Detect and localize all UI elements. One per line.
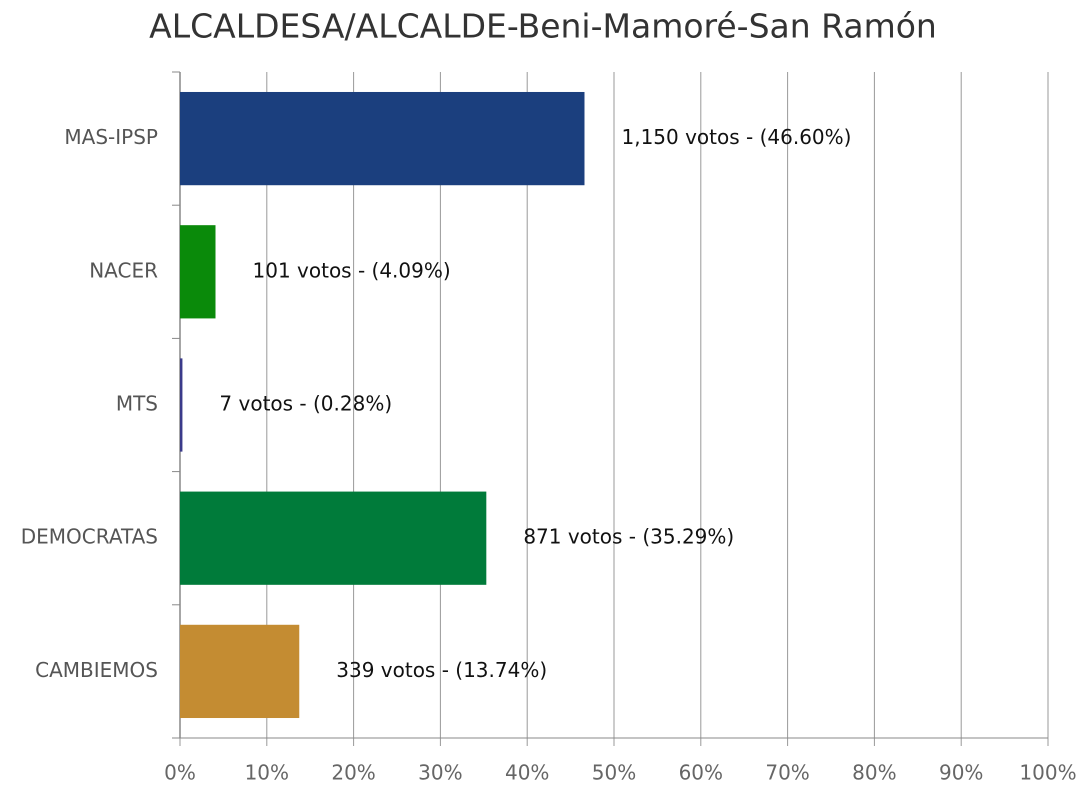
y-tick-label: MTS — [116, 392, 158, 416]
y-tick-label: NACER — [89, 258, 158, 282]
value-label: 7 votos - (0.28%) — [219, 392, 392, 416]
bar — [180, 624, 300, 719]
chart-title: ALCALDESA/ALCALDE-Beni-Mamoré-San Ramón — [149, 7, 937, 46]
x-tick-label: 10% — [245, 761, 289, 785]
x-tick-label: 50% — [592, 761, 636, 785]
value-label: 871 votos - (35.29%) — [523, 525, 734, 549]
y-tick-label: CAMBIEMOS — [35, 658, 158, 682]
bar — [180, 91, 585, 186]
x-tick-label: 90% — [939, 761, 983, 785]
value-label: 101 votos - (4.09%) — [253, 258, 451, 282]
y-tick-label: DEMOCRATAS — [21, 525, 158, 549]
x-tick-label: 30% — [418, 761, 462, 785]
x-tick-label: 0% — [164, 761, 196, 785]
bar — [180, 358, 183, 452]
x-tick-label: 40% — [505, 761, 549, 785]
x-tick-label: 80% — [852, 761, 896, 785]
value-label: 339 votos - (13.74%) — [336, 658, 547, 682]
x-tick-label: 60% — [679, 761, 723, 785]
bar — [180, 491, 487, 585]
value-label: 1,150 votos - (46.60%) — [621, 125, 851, 149]
x-tick-label: 70% — [765, 761, 809, 785]
x-tick-label: 20% — [331, 761, 375, 785]
x-tick-label: 100% — [1019, 761, 1076, 785]
bar — [180, 225, 216, 319]
y-tick-label: MAS-IPSP — [64, 125, 158, 149]
